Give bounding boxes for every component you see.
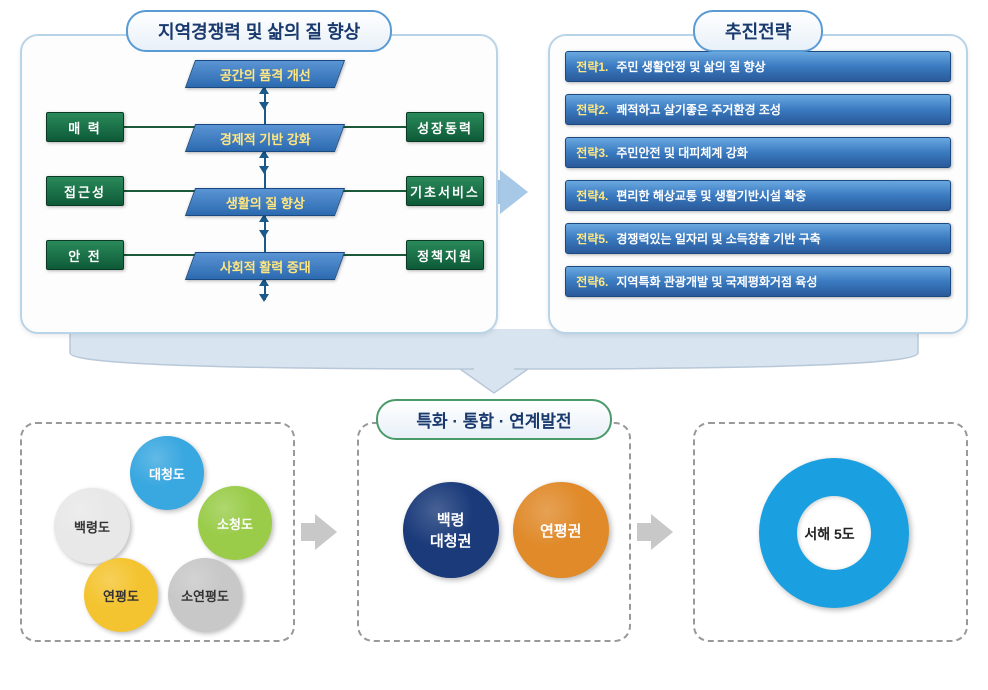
node-attraction: 매 력 [46, 112, 124, 142]
right-panel: 전략1.주민 생활안정 및 삶의 질 향상 전략2.쾌적하고 살기좋은 주거환경… [548, 34, 968, 334]
center-box-2: 생활의 질 향상 [185, 188, 345, 216]
left-diagram: 매 력 접근성 안 전 성장동력 기초서비스 정책지원 공간의 품격 개선 경제… [40, 56, 478, 316]
node-growth: 성장동력 [406, 112, 484, 142]
center-box-1: 경제적 기반 강화 [185, 124, 345, 152]
island-circle: 소연평도 [168, 558, 242, 632]
cluster-circle: 백령대청권 [403, 482, 499, 578]
island-circle: 백령도 [54, 488, 130, 564]
strategy-6: 전략6.지역특화 관광개발 및 국제평화거점 육성 [565, 266, 951, 297]
cluster-circle: 연평권 [513, 482, 609, 578]
node-accessibility: 접근성 [46, 176, 124, 206]
arrow-right-icon [500, 170, 528, 214]
left-panel-title: 지역경쟁력 및 삶의 질 향상 [126, 10, 392, 52]
island-circle: 연평도 [84, 558, 158, 632]
arrow-2-icon [651, 514, 673, 550]
node-policy: 정책지원 [406, 240, 484, 270]
arrow-1-icon [315, 514, 337, 550]
flow-down-arrow-icon [20, 329, 968, 399]
strategy-3: 전략3.주민안전 및 대피체계 강화 [565, 137, 951, 168]
final-label: 서해 5도 [804, 524, 854, 544]
island-circle: 대청도 [130, 436, 204, 510]
strategy-4: 전략4.편리한 해상교통 및 생활기반시설 확충 [565, 180, 951, 211]
right-panel-title: 추진전략 [693, 10, 823, 52]
node-services: 기초서비스 [406, 176, 484, 206]
center-box-3: 사회적 활력 증대 [185, 252, 345, 280]
strategy-2: 전략2.쾌적하고 살기좋은 주거환경 조성 [565, 94, 951, 125]
final-box: 서해 5도 [693, 422, 968, 642]
strategy-1: 전략1.주민 생활안정 및 삶의 질 향상 [565, 51, 951, 82]
left-panel: 매 력 접근성 안 전 성장동력 기초서비스 정책지원 공간의 품격 개선 경제… [20, 34, 498, 334]
clusters-box: 백령대청권연평권 [357, 422, 632, 642]
bottom-title: 특화 · 통합 · 연계발전 [376, 399, 611, 440]
strategy-5: 전략5.경쟁력있는 일자리 및 소득창출 기반 구축 [565, 223, 951, 254]
island-circle: 소청도 [198, 486, 272, 560]
islands-box: 대청도백령도 소청도연평도소연평도 [20, 422, 295, 642]
center-box-0: 공간의 품격 개선 [185, 60, 345, 88]
node-safety: 안 전 [46, 240, 124, 270]
